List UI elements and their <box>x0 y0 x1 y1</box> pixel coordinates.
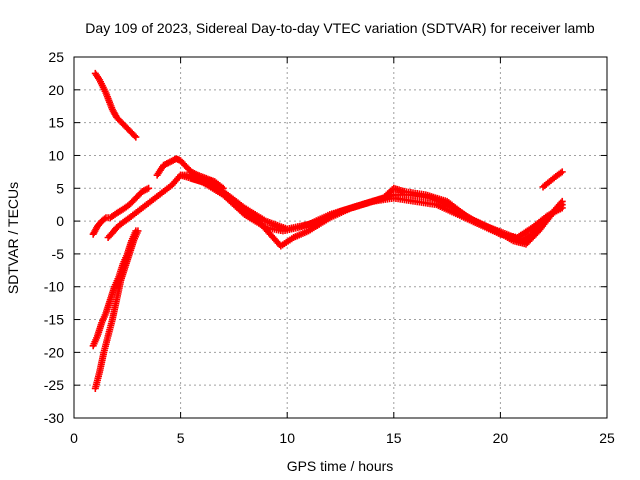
y-tick-label: -15 <box>44 312 64 328</box>
data-point <box>558 168 566 176</box>
x-tick-label: 10 <box>279 430 295 446</box>
y-tick-label: -5 <box>52 246 65 262</box>
data-point <box>558 204 566 212</box>
x-tick-label: 5 <box>177 430 185 446</box>
y-tick-label: -10 <box>44 279 64 295</box>
x-tick-label: 20 <box>493 430 509 446</box>
x-tick-label: 25 <box>599 430 615 446</box>
data-point <box>145 184 153 192</box>
y-tick-label: 5 <box>56 180 64 196</box>
chart-title: Day 109 of 2023, Sidereal Day-to-day VTE… <box>85 20 595 36</box>
y-tick-label: -30 <box>44 410 64 426</box>
series-arc-top-left <box>91 69 140 141</box>
ticks: 0 5 10 15 20 25 25 20 15 10 5 0 -5 -10 -15 -20 -25 -30 <box>44 49 615 446</box>
plot-border <box>73 56 608 419</box>
series-arc-hump <box>153 155 227 192</box>
x-tick-label: 0 <box>70 430 78 446</box>
data-point <box>132 133 140 141</box>
y-tick-label: 20 <box>48 82 64 98</box>
series-main-3 <box>198 178 566 241</box>
y-axis-label: SDTVAR / TECUs <box>5 182 21 294</box>
y-tick-label: 0 <box>56 213 64 229</box>
series-arc-steep-2 <box>89 227 140 350</box>
grid <box>74 57 607 418</box>
data-layer <box>89 69 566 392</box>
y-tick-label: 15 <box>48 115 64 131</box>
series-arc-end <box>539 168 566 191</box>
y-tick-label: -25 <box>44 377 64 393</box>
series-arc-rise-1 <box>89 184 153 238</box>
data-point <box>131 132 139 140</box>
y-tick-label: -20 <box>44 344 64 360</box>
data-point <box>101 215 109 223</box>
x-axis-label: GPS time / hours <box>287 458 394 474</box>
data-point <box>132 227 140 235</box>
y-tick-label: 25 <box>48 49 64 65</box>
x-tick-label: 15 <box>386 430 402 446</box>
y-tick-label: 10 <box>48 147 64 163</box>
